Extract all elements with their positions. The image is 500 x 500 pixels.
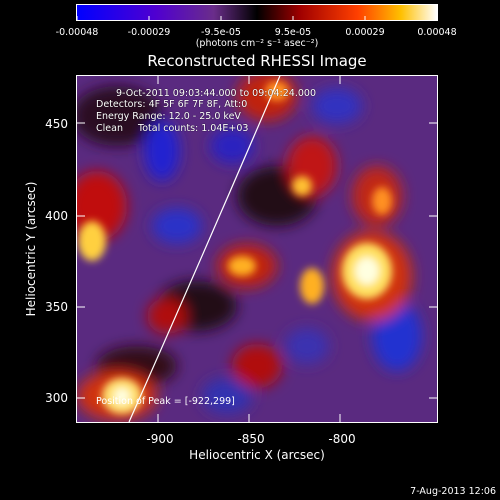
y-tick-label: 300 [45, 391, 68, 405]
colorbar-unit: (photons cm⁻² s⁻¹ asec⁻²) [195, 38, 319, 49]
x-tick-label: -850 [237, 432, 265, 446]
colorbar-tick-label: 0.00029 [345, 27, 385, 38]
plot-area [76, 75, 438, 423]
x-axis-label: Heliocentric X (arcsec) [189, 448, 325, 462]
plot-title: Reconstructed RHESSI Image [147, 52, 367, 70]
date-stamp: 7-Aug-2013 12:06 [410, 486, 496, 497]
rhessi-image [77, 76, 437, 422]
solar-limb-line [128, 76, 281, 422]
y-tick-label: 350 [45, 300, 68, 314]
x-tick-label: -900 [146, 432, 174, 446]
colorbar-tick-label: 9.5e-05 [274, 27, 312, 38]
colorbar-gradient [76, 5, 437, 20]
colorbar-tick-label: -0.00048 [55, 27, 99, 38]
detectors-text: Detectors: 4F 5F 6F 7F 8F, Att:0 [96, 99, 248, 110]
time-range-text: 9-Oct-2011 09:03:44.000 to 09:04:24.000 [116, 88, 317, 99]
energy-range-text: Energy Range: 12.0 - 25.0 keV [96, 111, 241, 122]
y-axis-label: Heliocentric Y (arcsec) [24, 181, 38, 317]
peak-position-text: Position of Peak = [-922,299] [96, 396, 235, 407]
colorbar-tick-label: 0.00048 [417, 27, 457, 38]
y-tick-label: 400 [45, 209, 68, 223]
colorbar [76, 4, 438, 21]
colorbar-tick-label: -0.00029 [127, 27, 171, 38]
x-tick-label: -800 [328, 432, 356, 446]
colorbar-tick-label: -9.5e-05 [201, 27, 241, 38]
y-tick-label: 450 [45, 117, 68, 131]
clean-counts-text: Clean Total counts: 1.04E+03 [96, 123, 249, 134]
